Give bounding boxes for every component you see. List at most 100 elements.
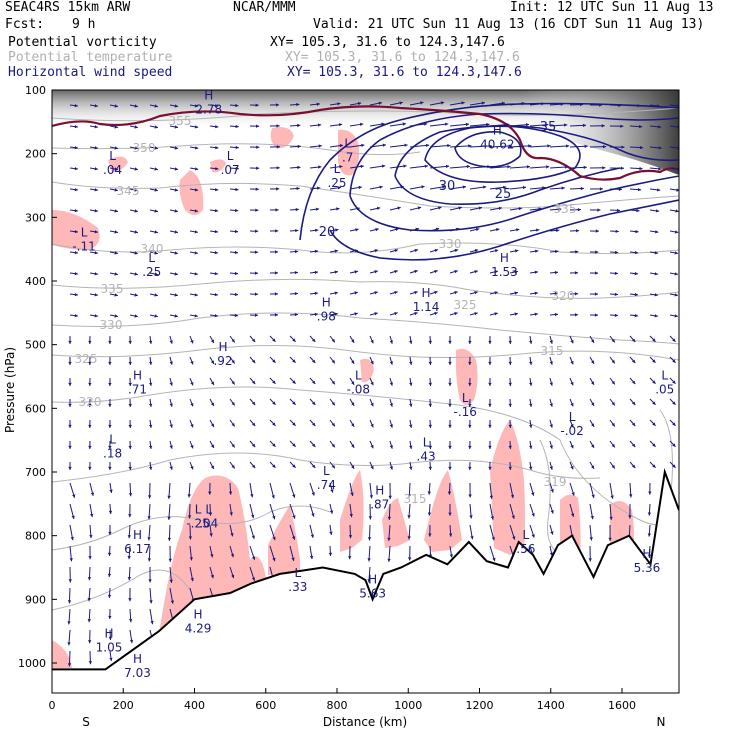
pv-extremum-value: .92: [213, 354, 232, 368]
wind-arrow-head: [129, 619, 132, 622]
pv-extremum-value: 2.78: [195, 103, 222, 117]
wind-arrow-head: [68, 467, 71, 470]
wind-arrow-head: [129, 493, 132, 496]
wind-arrow-head: [318, 165, 321, 168]
wind-arrow-head: [108, 467, 111, 470]
pv-extremum-value: .7: [342, 150, 353, 164]
wind-arrow-head: [494, 291, 497, 294]
wind-arrow-head: [295, 250, 298, 253]
wind-arrow-head: [298, 145, 301, 148]
x-tick-label: 1400: [537, 699, 565, 712]
wind-arrow-head: [296, 208, 299, 211]
theta-label: 320: [552, 289, 575, 303]
wind-arrow-head: [354, 312, 357, 315]
wind-arrow-head: [297, 187, 300, 190]
theta-label: 315: [541, 344, 564, 358]
pv-region: [180, 170, 204, 215]
pv-extremum-value: -.16: [454, 405, 477, 419]
wind-arrow-head: [255, 230, 258, 233]
pv-extremum-letter: L: [323, 464, 330, 478]
pv-extremum-value: .07: [221, 163, 240, 177]
wind-arrow-head: [235, 272, 238, 275]
wind-arrow-head: [428, 491, 431, 494]
wind-arrow-head: [88, 341, 91, 344]
wind-arrow-head: [448, 383, 451, 386]
pv-extremum-value: .25: [327, 176, 346, 190]
wind-arrow-head: [615, 272, 618, 275]
wind-arrow-head: [188, 494, 191, 497]
pv-extremum-value: .98: [317, 309, 336, 323]
wind-arrow-head: [407, 515, 410, 518]
wind-arrow: [450, 146, 471, 147]
pv-extremum-value: 5.36: [634, 561, 661, 575]
pv-extremum-letter: H: [642, 547, 651, 561]
wind-arrow-head: [494, 312, 497, 315]
x-tick-label: 1600: [608, 699, 636, 712]
wind-arrow-head: [488, 362, 491, 365]
pv-extremum-value: -.11: [72, 239, 95, 253]
theta-line: [52, 345, 679, 360]
wind-arrow-head: [418, 206, 421, 209]
pv-extremum-value: 1.14: [413, 300, 440, 314]
theta-line: [52, 279, 679, 298]
y-axis: 1002003004005006007008009001000: [18, 84, 57, 670]
pv-extremum-letter: L: [423, 436, 430, 450]
wind-arrow-head: [596, 229, 599, 232]
pv-extremum-letter: H: [133, 528, 142, 542]
pv-extremum-value: .43: [417, 450, 436, 464]
wind-arrow-head: [355, 270, 358, 273]
wind-arrow-head: [595, 313, 598, 316]
pv-extremum-value: 6.17: [124, 542, 151, 556]
wind-arrow-head: [88, 425, 91, 428]
wind-arrow-head: [648, 492, 651, 495]
wind-arrow-head: [70, 558, 73, 561]
wind-arrow-head: [387, 559, 390, 562]
wind-arrow-head: [584, 166, 587, 169]
wind-arrow-head: [67, 642, 70, 645]
pv-extremum-letter: H: [322, 295, 331, 309]
wind-arrow-head: [509, 383, 512, 386]
wind-arrow-head: [68, 383, 71, 386]
y-tick-label: 500: [25, 339, 46, 352]
wind-arrow-head: [488, 404, 491, 407]
wind-arrow-head: [235, 230, 238, 233]
y-tick-label: 700: [25, 466, 46, 479]
pv-region: [490, 420, 525, 555]
wind-arrow-head: [135, 209, 138, 212]
theta-line: [52, 182, 679, 208]
wind-arrow-head: [448, 446, 451, 449]
wind-arrow-head: [295, 292, 298, 295]
wind-arrow-head: [147, 537, 150, 540]
wind-arrow-head: [167, 517, 170, 520]
wind-arrow-head: [129, 341, 132, 344]
wind-arrow-head: [555, 271, 558, 274]
wind-arrow-head: [88, 446, 91, 449]
wind-arrow-head: [447, 144, 450, 147]
theta-label: 350: [133, 141, 156, 155]
wind-arrow-head: [648, 533, 651, 536]
pv-extremum-letter: H: [368, 572, 377, 586]
wind-arrow-head: [135, 314, 138, 317]
wind-arrow-head: [616, 230, 619, 233]
wind-arrow-head: [448, 467, 451, 470]
x-tick-label: 0: [49, 699, 56, 712]
wind-arrow-head: [636, 209, 639, 212]
theta-label: 325: [454, 298, 477, 312]
pv-extremum-letter: H: [375, 483, 384, 497]
pv-extremum-letter: L: [294, 566, 301, 580]
wind-arrow-head: [615, 293, 618, 296]
theta-label: 320: [79, 395, 102, 409]
wind-arrow-head: [68, 404, 71, 407]
wind-arrow-head: [426, 144, 429, 147]
isotach-label: 25: [495, 187, 512, 202]
wind-arrow-head: [129, 404, 132, 407]
wind-arrow-head: [448, 341, 451, 344]
wind-arrow-head: [108, 383, 111, 386]
wind-arrow-head: [135, 230, 138, 233]
pv-extremum-value: .56: [516, 542, 535, 556]
pv-extremum-letter: L: [109, 432, 116, 446]
wind-arrow-head: [374, 291, 377, 294]
pv-extremum-value: .74: [317, 478, 336, 492]
wind-arrow-head: [429, 404, 432, 407]
pv-extremum-letter: H: [194, 607, 203, 621]
